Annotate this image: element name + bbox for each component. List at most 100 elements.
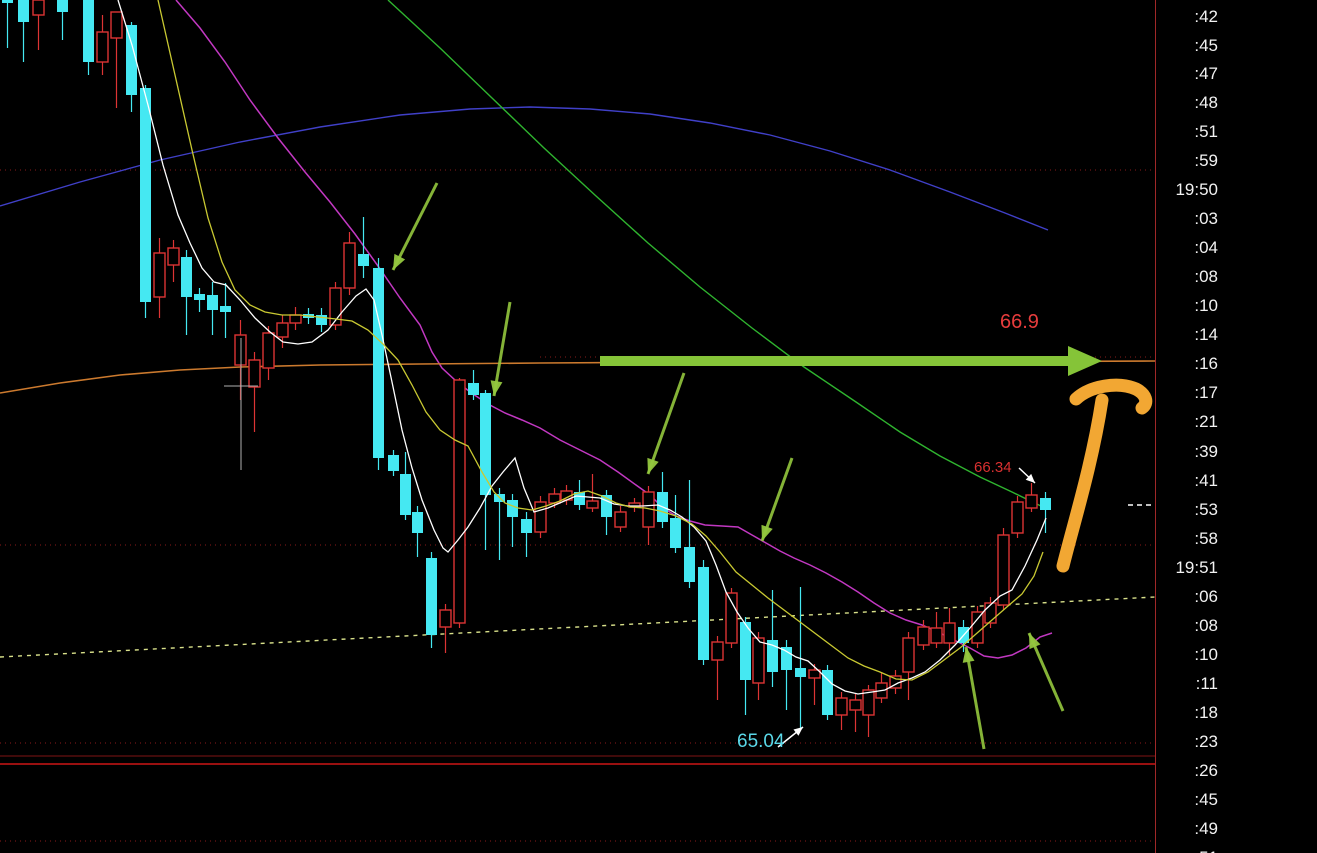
candle-body-up	[373, 268, 384, 458]
candle-body-down	[1011, 501, 1024, 534]
time-label: :10	[1194, 645, 1218, 664]
time-label: :45	[1194, 790, 1218, 809]
arrowhead	[647, 457, 659, 474]
candle-body-up	[140, 88, 151, 302]
time-label: :42	[1194, 7, 1218, 26]
candle-body-down	[343, 242, 356, 289]
candle-body-up	[781, 647, 792, 670]
candle-body-down	[167, 247, 180, 266]
candle-body-down	[997, 534, 1010, 606]
time-label: :53	[1194, 500, 1218, 519]
time-axis[interactable]: :42:45:47:48:51:59 19:50:03:04:08:10:14:1…	[1155, 0, 1317, 853]
candle-body-up	[316, 315, 327, 325]
time-label: 19:51	[1175, 558, 1218, 577]
candle-body-up	[822, 670, 833, 715]
trend-line	[0, 596, 1156, 658]
candle-body-down	[276, 322, 289, 338]
time-label: :17	[1194, 383, 1218, 402]
candle-body-down	[96, 31, 109, 63]
time-label: :06	[1194, 587, 1218, 606]
time-label: :51	[1098, 848, 1218, 853]
arrowhead	[1025, 473, 1035, 483]
green-arrow-shaft	[646, 372, 686, 475]
candle-body-up	[767, 640, 778, 672]
candle-body-up	[507, 500, 518, 517]
candle-body-down	[862, 689, 875, 716]
candle-body-up	[181, 257, 192, 297]
time-label: :58	[1194, 529, 1218, 548]
candle-body-up	[480, 393, 491, 495]
candle-body-up	[194, 294, 205, 300]
candle-body-down	[329, 287, 342, 326]
candle-body-down	[808, 669, 821, 679]
candle-body-up	[388, 455, 399, 471]
candle-body-down	[917, 626, 930, 646]
candle-body-up	[795, 668, 806, 677]
candle-body-up	[670, 518, 681, 548]
candle-body-down	[943, 622, 956, 644]
candle-body-down	[453, 379, 466, 624]
big-arrow-body	[600, 356, 1068, 366]
green-arrow-shaft	[492, 301, 512, 397]
candlestick-chart[interactable]: 66.9 66.34 65.04	[0, 0, 1156, 853]
candle-body-up	[412, 512, 423, 533]
big-arrow-head	[1068, 346, 1102, 376]
arrowhead	[793, 727, 803, 736]
price-entry-label: 66.34	[974, 459, 1012, 476]
candle-body-down	[153, 252, 166, 298]
candles	[2, 0, 1051, 737]
orange-curved-arrow	[1056, 378, 1153, 573]
time-label: :14	[1194, 325, 1218, 344]
arrowhead	[393, 253, 406, 270]
candle-body-up	[601, 495, 612, 517]
white-annotation-arrows	[777, 467, 1036, 748]
candle-body-down	[902, 637, 915, 673]
candle-body-up	[426, 558, 437, 635]
reference-lines	[0, 169, 1155, 842]
candle-body-up	[400, 474, 411, 515]
time-label: 19:50	[1175, 180, 1218, 199]
time-label: :59	[1194, 151, 1218, 170]
candle-body-down	[725, 592, 738, 644]
green-arrow-shaft	[391, 182, 439, 271]
arrowhead	[962, 647, 975, 663]
arrowhead	[1029, 633, 1041, 650]
candle-body-up	[220, 306, 231, 312]
candle-body-up	[207, 295, 218, 310]
blue-ma-line	[0, 106, 1049, 231]
candle-body-down	[439, 609, 452, 628]
candle-body-down	[262, 332, 275, 369]
green-arrow-shaft	[964, 646, 986, 750]
candle-body-down	[248, 359, 261, 388]
candle-body-down	[110, 11, 123, 39]
candle-body-down	[984, 602, 997, 624]
time-label: :26	[1194, 761, 1218, 780]
time-label: :16	[1194, 354, 1218, 373]
time-label: :03	[1194, 209, 1218, 228]
time-label: :47	[1194, 64, 1218, 83]
fast-ma-lines	[117, 0, 1047, 695]
green-annotation-arrows	[391, 182, 1065, 750]
arrowhead	[761, 524, 773, 541]
green-ma-line	[387, 0, 1046, 509]
time-label: :45	[1194, 36, 1218, 55]
price-low-label: 65.04	[737, 731, 785, 752]
time-label: :10	[1194, 296, 1218, 315]
candle-body-up	[740, 622, 751, 680]
candle-body-down	[930, 627, 943, 644]
candle-body-up	[2, 0, 13, 3]
candle-body-down	[534, 501, 547, 533]
time-label: :51	[1194, 122, 1218, 141]
yellow-ma-line	[157, 0, 1044, 681]
time-label: :39	[1194, 442, 1218, 461]
time-label: :23	[1194, 732, 1218, 751]
candle-body-up	[57, 0, 68, 12]
candle-body-up	[358, 254, 369, 266]
time-label: :04	[1194, 238, 1218, 257]
candle-body-up	[18, 0, 29, 22]
candle-body-down	[752, 637, 765, 684]
candle-body-up	[698, 567, 709, 660]
chart-canvas[interactable]	[0, 0, 1156, 853]
time-label: :18	[1194, 703, 1218, 722]
dotted-trend-line	[0, 596, 1156, 658]
